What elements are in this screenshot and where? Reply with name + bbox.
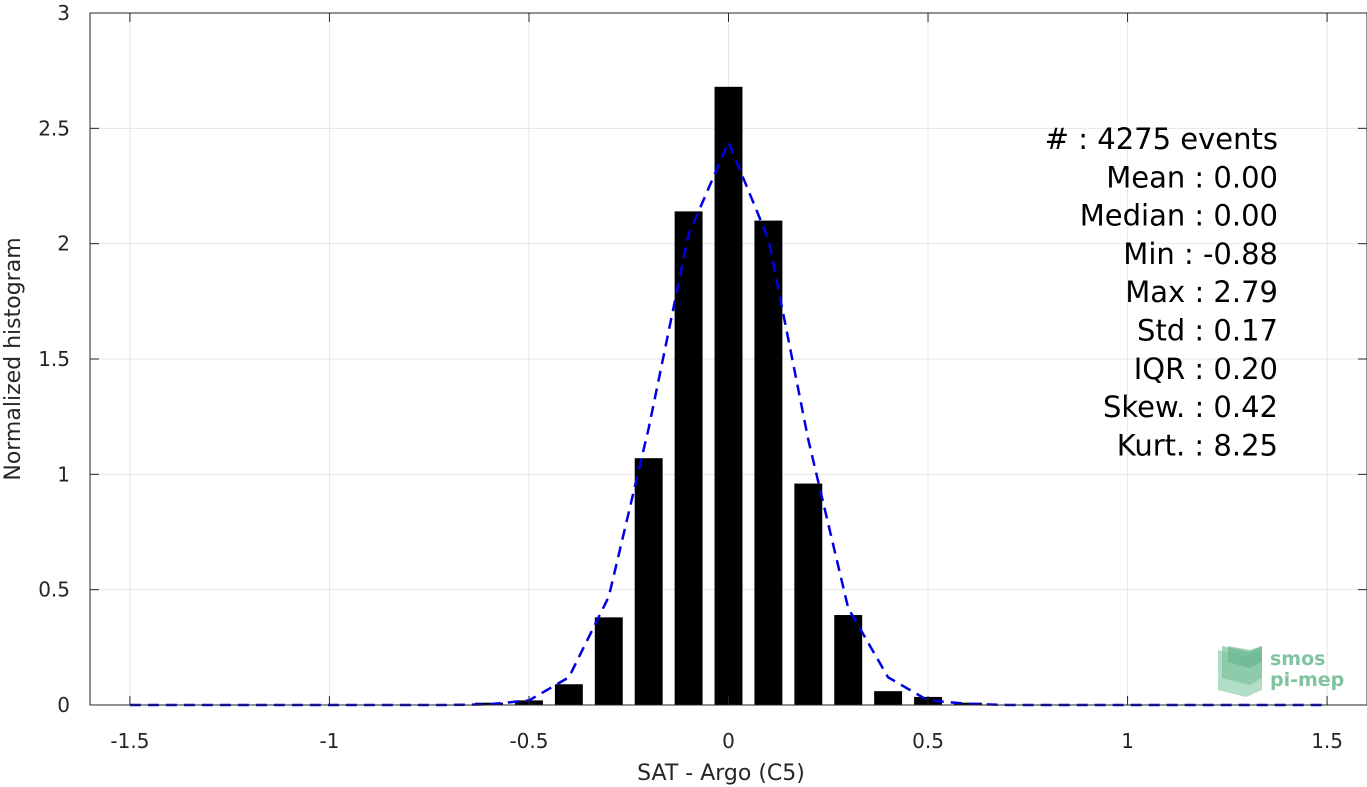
logo-text-pimep: pi-mep [1270,669,1344,691]
histogram-bar [674,211,703,705]
x-tick-labels: -1.5 -1 -0.5 0 0.5 1 1.5 [110,729,1343,753]
stat-line: Mean : 0.00 [1106,160,1278,194]
y-axis-title: Normalized histogram [1,237,26,480]
histogram-bars [475,86,982,705]
logo-text-smos: smos [1270,648,1325,670]
x-tick-label: 0 [722,729,735,753]
x-axis-title: SAT - Argo (C5) [637,761,805,786]
x-tick-label: 0.5 [912,729,944,753]
y-tick-label: 2.5 [38,116,70,140]
stat-line: Kurt. : 8.25 [1117,428,1278,462]
x-tick-label: -1 [319,729,339,753]
x-tick-label: -1.5 [110,729,149,753]
histogram-bar [794,483,823,705]
histogram-bar [554,684,583,705]
y-tick-label: 0 [57,693,70,717]
y-tick-labels: 0 0.5 1 1.5 2 2.5 3 [38,1,70,717]
stat-line: Std : 0.17 [1137,314,1278,348]
stat-line: Min : -0.88 [1123,237,1278,271]
y-tick-label: 0.5 [38,578,70,602]
stat-line: # : 4275 events [1045,122,1278,156]
stat-line: IQR : 0.20 [1134,352,1278,386]
y-tick-label: 2 [57,232,70,256]
x-tick-label: 1.5 [1311,729,1343,753]
histogram-bar [834,615,863,705]
x-tick-label: 1 [1121,729,1134,753]
stat-line: Median : 0.00 [1080,199,1278,233]
histogram-bar [754,220,783,705]
histogram-bar [594,617,623,705]
axis-ticks [90,12,1367,706]
y-tick-label: 3 [57,1,70,25]
histogram-bar [475,702,504,705]
stats-annotation: # : 4275 events Mean : 0.00 Median : 0.00 M… [1045,122,1278,462]
histogram-bar [953,702,982,705]
stat-line: Skew. : 0.42 [1103,390,1278,424]
y-tick-label: 1.5 [38,347,70,371]
histogram-bar [874,691,903,705]
histogram-bar [634,458,663,705]
stat-line: Max : 2.79 [1125,275,1278,309]
smos-pimep-logo: smos pi-mep [1218,646,1344,697]
x-tick-label: -0.5 [509,729,548,753]
y-tick-label: 1 [57,462,70,486]
logo-icon [1218,646,1262,697]
histogram-bar [714,86,743,705]
